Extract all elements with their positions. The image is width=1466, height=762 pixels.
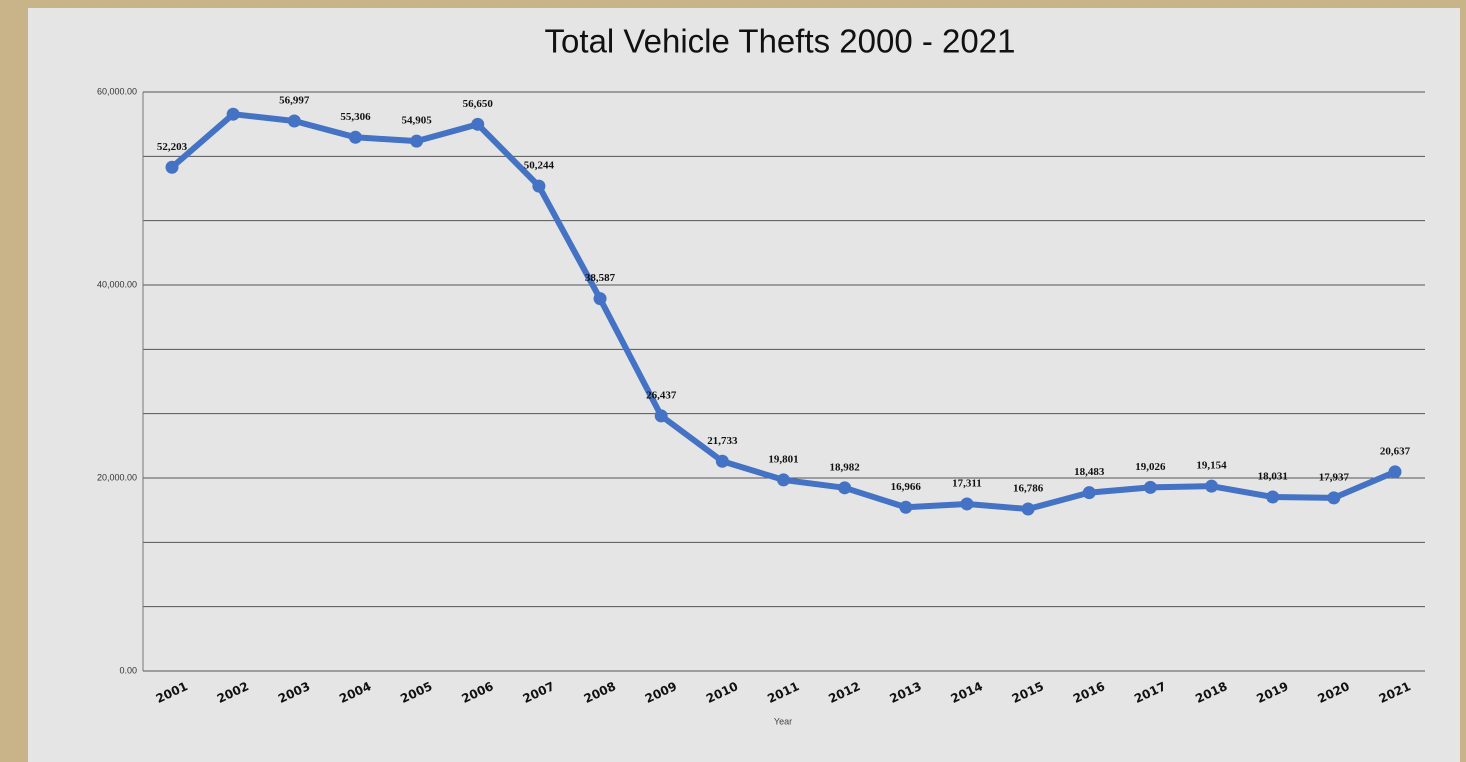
data-label: 56,650 — [463, 98, 494, 110]
data-label: 17,937 — [1319, 471, 1350, 483]
data-point — [1022, 503, 1035, 516]
x-axis-title: Year — [774, 716, 792, 726]
data-label: 26,437 — [646, 389, 677, 401]
data-point — [227, 108, 240, 121]
data-point — [1327, 491, 1340, 504]
data-point — [1205, 480, 1218, 493]
data-point — [1144, 481, 1157, 494]
data-point — [288, 114, 301, 127]
data-point — [838, 481, 851, 494]
data-label: 52,203 — [157, 141, 188, 153]
data-point — [655, 409, 668, 422]
data-label: 17,311 — [952, 477, 982, 489]
data-point — [777, 473, 790, 486]
data-label: 18,031 — [1258, 471, 1288, 483]
data-label: 56,997 — [279, 95, 310, 107]
data-point — [594, 292, 607, 305]
data-label: 18,483 — [1074, 466, 1105, 478]
data-point — [960, 497, 973, 510]
data-label: 54,905 — [401, 115, 432, 127]
data-point — [532, 180, 545, 193]
data-point — [349, 131, 362, 144]
data-label: 20,637 — [1380, 445, 1411, 457]
chart-panel — [28, 8, 1460, 762]
data-point — [1083, 486, 1096, 499]
y-tick-label: 60,000.00 — [97, 86, 137, 96]
data-label: 18,982 — [830, 461, 861, 473]
data-point — [410, 135, 423, 148]
chart: Total Vehicle Thefts 2000 - 2021 Year 0.… — [0, 0, 1466, 762]
data-label: 19,801 — [768, 453, 798, 465]
data-label: 50,244 — [524, 160, 555, 172]
data-label: 38,587 — [585, 272, 616, 284]
data-point — [1266, 491, 1279, 504]
data-label: 19,154 — [1196, 460, 1227, 472]
data-point — [166, 161, 179, 174]
data-point — [716, 455, 729, 468]
data-label: 16,786 — [1013, 483, 1044, 495]
y-tick-label: 40,000.00 — [97, 279, 137, 289]
data-point — [471, 118, 484, 131]
data-label: 19,026 — [1135, 461, 1166, 473]
y-tick-label: 20,000.00 — [97, 472, 137, 482]
data-label: 21,733 — [707, 435, 738, 447]
chart-title: Total Vehicle Thefts 2000 - 2021 — [545, 23, 1016, 60]
data-point — [899, 501, 912, 514]
data-point — [1389, 465, 1402, 478]
data-label: 16,966 — [891, 481, 922, 493]
data-label: 55,306 — [340, 111, 371, 123]
y-tick-label: 0.00 — [119, 665, 137, 675]
